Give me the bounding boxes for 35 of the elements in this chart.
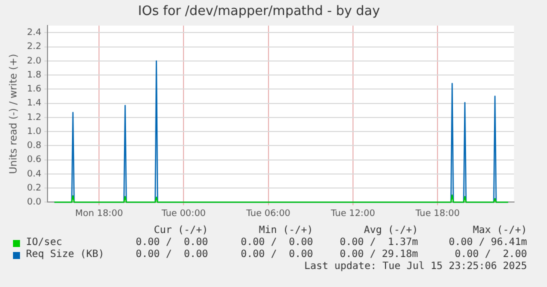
- x-tick-label: Tue 06:00: [245, 208, 291, 219]
- y-tick-label: 1.4: [26, 98, 42, 109]
- legend-label: Req Size (KB): [26, 249, 104, 261]
- legend-label: IO/sec: [26, 237, 62, 249]
- y-tick-label: 0.2: [26, 183, 42, 194]
- chart-title: IOs for /dev/mapper/mpathd - by day: [138, 4, 380, 20]
- y-tick-label: 0.8: [26, 141, 42, 152]
- text: 0.00 / 29.18m: [340, 249, 418, 261]
- x-tick-label: Tue 00:00: [160, 208, 206, 219]
- x-tick-label: Tue 18:00: [414, 208, 460, 219]
- x-tick-label: Tue 12:00: [330, 208, 376, 219]
- text: 0.00 / 0.00: [136, 249, 208, 261]
- y-tick-label: 0.6: [26, 155, 42, 166]
- y-tick-label: 1.0: [26, 126, 42, 137]
- text: Max (-/+): [472, 225, 527, 237]
- y-tick-label: 2.0: [26, 56, 42, 66]
- text: Cur (-/+): [154, 225, 208, 237]
- y-tick-label: 0.4: [26, 169, 42, 180]
- text: 0.00 / 1.37m: [340, 237, 418, 249]
- y-tick-label: 2.4: [26, 28, 42, 38]
- text: 0.00 / 2.00: [454, 249, 527, 261]
- y-tick-label: 2.2: [26, 42, 42, 52]
- y-tick-label: 1.6: [26, 84, 42, 95]
- x-tick-label: Mon 18:00: [75, 208, 124, 219]
- y-axis-title: Units read (-) / write (+): [8, 54, 20, 174]
- y-tick-label: 1.8: [26, 70, 42, 80]
- text: Min (-/+): [258, 225, 313, 237]
- text: Last update: Tue Jul 15 23:25:06 2025: [304, 261, 527, 273]
- y-tick-label: 0.0: [26, 198, 42, 208]
- y-tick-label: 1.2: [26, 112, 42, 123]
- text: 0.00 / 96.41m: [448, 237, 527, 249]
- text: 0.00 / 0.00: [240, 249, 313, 261]
- text: 0.00 / 0.00: [136, 237, 208, 249]
- text: 0.00 / 0.00: [240, 237, 313, 249]
- text: Avg (-/+): [364, 225, 418, 237]
